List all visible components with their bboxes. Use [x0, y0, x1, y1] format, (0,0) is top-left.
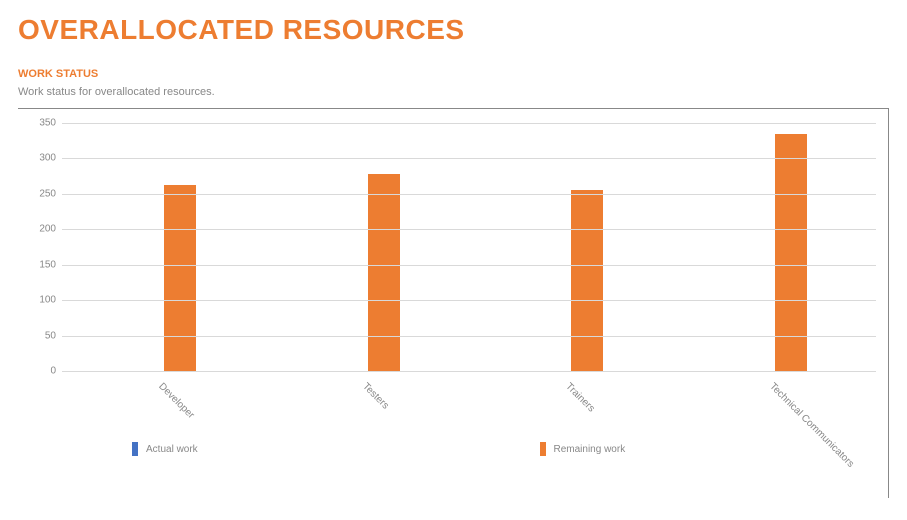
- chart-y-tick-label: 250: [22, 188, 56, 199]
- chart-gridline: [62, 265, 876, 266]
- chart-y-tick-label: 300: [22, 153, 56, 164]
- page-root: OVERALLOCATED RESOURCES WORK STATUS Work…: [0, 0, 907, 520]
- chart-y-tick-label: 350: [22, 118, 56, 129]
- chart-bar: [164, 185, 196, 371]
- chart-gridline: [62, 229, 876, 230]
- legend-label: Actual work: [146, 444, 198, 455]
- legend-label: Remaining work: [554, 444, 626, 455]
- chart-bars: [62, 123, 876, 371]
- chart-y-tick-label: 100: [22, 295, 56, 306]
- chart-y-tick-label: 150: [22, 259, 56, 270]
- chart-x-tick-label: Trainers: [564, 381, 597, 414]
- chart-y-tick-label: 0: [22, 366, 56, 377]
- chart-y-tick-label: 200: [22, 224, 56, 235]
- chart-gridline: [62, 123, 876, 124]
- chart-x-tick-label: Developer: [156, 381, 196, 421]
- legend-swatch: [540, 442, 546, 456]
- chart-bar: [571, 190, 603, 371]
- chart-gridline: [62, 194, 876, 195]
- page-title: OVERALLOCATED RESOURCES: [18, 14, 889, 46]
- section-heading: WORK STATUS: [18, 68, 889, 80]
- chart-gridline: [62, 158, 876, 159]
- chart-container: 050100150200250300350 DeveloperTestersTr…: [18, 108, 889, 498]
- chart-gridline: [62, 371, 876, 372]
- legend-swatch: [132, 442, 138, 456]
- section-description: Work status for overallocated resources.: [18, 86, 889, 98]
- chart-x-tick-label: Technical Communicators: [767, 381, 856, 470]
- chart-x-tick-label: Testers: [360, 381, 391, 412]
- chart-gridline: [62, 336, 876, 337]
- chart-plot-area: 050100150200250300350: [62, 123, 876, 371]
- chart-bar: [368, 174, 400, 371]
- legend-item: Remaining work: [540, 442, 626, 456]
- legend-item: Actual work: [132, 442, 198, 456]
- chart-gridline: [62, 300, 876, 301]
- chart-y-tick-label: 50: [22, 330, 56, 341]
